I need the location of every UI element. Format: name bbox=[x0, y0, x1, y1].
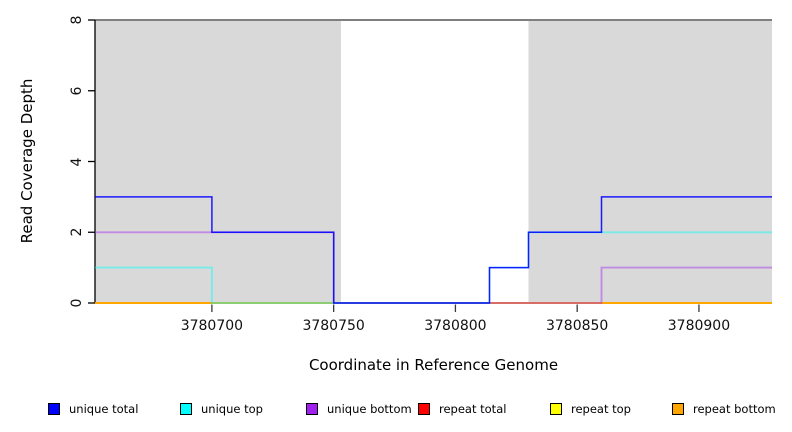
legend-item-repeat-bottom: repeat bottom bbox=[672, 398, 776, 420]
x-tick-label: 3780850 bbox=[545, 318, 609, 334]
x-tick-label: 3780900 bbox=[667, 318, 731, 334]
legend-item-repeat-total: repeat total bbox=[418, 398, 506, 420]
legend: unique total unique top unique bottom re… bbox=[0, 398, 792, 422]
legend-swatch-repeat-top bbox=[550, 403, 562, 415]
shaded-region bbox=[528, 20, 772, 303]
x-tick-label: 3780800 bbox=[424, 318, 487, 334]
legend-label-repeat-total: repeat total bbox=[439, 402, 507, 416]
series-unique-total bbox=[95, 196, 772, 304]
legend-swatch-repeat-total bbox=[418, 403, 430, 415]
shaded-region bbox=[95, 20, 341, 303]
y-tick-label: 6 bbox=[69, 86, 85, 96]
legend-label-unique-top: unique top bbox=[201, 402, 263, 416]
legend-item-repeat-top: repeat top bbox=[550, 398, 631, 420]
legend-item-unique-top: unique top bbox=[180, 398, 263, 420]
legend-item-unique-bottom: unique bottom bbox=[306, 398, 412, 420]
y-tick-label: 0 bbox=[69, 298, 85, 308]
legend-label-unique-bottom: unique bottom bbox=[327, 402, 412, 416]
x-tick-label: 3780700 bbox=[180, 318, 244, 334]
legend-label-repeat-top: repeat top bbox=[571, 402, 631, 416]
y-tick-label: 8 bbox=[69, 15, 85, 25]
y-tick-label: 2 bbox=[69, 227, 85, 237]
legend-swatch-repeat-bottom bbox=[672, 403, 684, 415]
x-tick-label: 3780750 bbox=[302, 318, 365, 334]
legend-swatch-unique-total bbox=[48, 403, 60, 415]
x-axis-tick-labels: 3780700 3780750 3780800 3780850 3780900 bbox=[0, 318, 792, 336]
x-axis-title: Coordinate in Reference Genome bbox=[308, 356, 559, 374]
legend-label-unique-total: unique total bbox=[69, 402, 139, 416]
legend-item-unique-total: unique total bbox=[48, 398, 138, 420]
legend-label-repeat-bottom: repeat bottom bbox=[693, 402, 776, 416]
legend-swatch-unique-top bbox=[180, 403, 192, 415]
legend-swatch-unique-bottom bbox=[306, 403, 318, 415]
y-tick-label: 4 bbox=[69, 157, 85, 166]
y-axis-tick-labels: 0 2 4 6 8 bbox=[0, 0, 95, 320]
